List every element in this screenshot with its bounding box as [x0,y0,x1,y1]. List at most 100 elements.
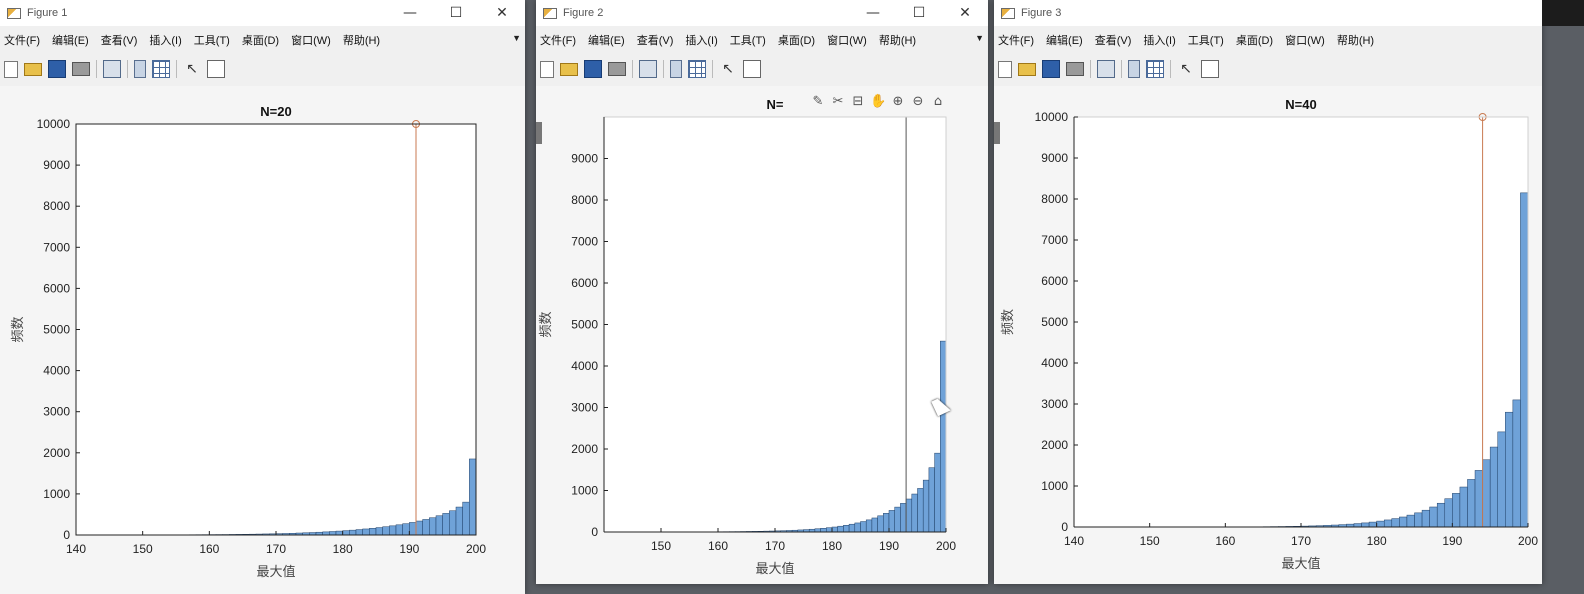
print-icon[interactable] [72,62,90,76]
save-icon[interactable] [1042,60,1060,78]
menu-edit[interactable]: 编辑(E) [588,35,625,47]
x-tick-label: 200 [936,539,956,553]
menu-file[interactable]: 文件(F) [4,35,41,47]
histogram-bar [1459,486,1468,528]
minimize-button[interactable]: — [866,5,880,21]
figure-canvas[interactable]: 0 1000 2000 3000 4000 5000 6000 7000 8000 9000 150… [536,86,988,584]
histogram-bar [905,498,913,533]
pane-icon[interactable] [134,60,146,78]
histogram-bar [382,526,390,536]
histogram-bar [409,522,417,536]
new-icon[interactable] [4,60,18,78]
grid-icon[interactable] [688,60,706,78]
pan-icon[interactable]: ✋ [870,94,887,109]
histogram-chart[interactable]: 0 1000 2000 3000 4000 5000 6000 7000 8000 9000 100… [0,86,525,594]
figure-window-2[interactable]: Figure 2 — ☐ ✕ 文件(F) 编辑(E) 查看(V) 插入(I) 工… [536,0,988,584]
pointer-icon[interactable]: ↖ [186,61,198,77]
y-tick-label: 6000 [1041,274,1068,288]
figure-icon[interactable] [1097,60,1115,78]
save-icon[interactable] [584,60,602,78]
pointer-icon[interactable]: ↖ [1180,61,1192,77]
x-tick-label: 140 [66,542,86,556]
new-icon[interactable] [540,60,554,78]
maximize-button[interactable]: ☐ [912,5,926,21]
histogram-chart[interactable]: 0 1000 2000 3000 4000 5000 6000 7000 8000 9000 100… [994,86,1542,584]
chart-title: N=20 [260,104,291,119]
histogram-bar [843,525,850,533]
home-icon[interactable]: ⌂ [933,94,943,109]
menu-help[interactable]: 帮助(H) [1336,35,1375,47]
menu-view[interactable]: 查看(V) [636,35,674,47]
grid-icon[interactable] [152,60,170,78]
figure-canvas[interactable]: 0 1000 2000 3000 4000 5000 6000 7000 8000 9000 100… [994,86,1542,584]
pane-icon[interactable] [670,60,682,78]
menu-edit[interactable]: 编辑(E) [52,35,89,47]
zoom-in-icon[interactable]: ⊕ [892,94,904,109]
inspector-icon[interactable] [743,60,761,78]
matlab-figure-icon [543,7,557,19]
open-icon[interactable] [560,62,578,76]
histogram-chart[interactable]: 0 1000 2000 3000 4000 5000 6000 7000 8000 9000 150… [536,86,988,584]
menu-file[interactable]: 文件(F) [540,35,577,47]
menu-edit[interactable]: 编辑(E) [1046,35,1083,47]
histogram-bar [820,528,827,533]
menu-overflow-icon[interactable]: ▼ [512,33,521,43]
inspector-icon[interactable] [207,60,225,78]
menu-overflow-icon[interactable]: ▼ [975,33,984,43]
figure-window-3[interactable]: Figure 3 文件(F) 编辑(E) 查看(V) 插入(I) 工具(T) 桌… [994,0,1542,584]
menu-desktop[interactable]: 桌面(D) [241,35,280,47]
x-tick-label: 190 [879,539,899,553]
print-icon[interactable] [608,62,626,76]
menu-insert[interactable]: 插入(I) [149,35,182,47]
histogram-bar [1436,502,1446,528]
close-button[interactable]: ✕ [496,5,508,21]
menu-desktop[interactable]: 桌面(D) [1235,35,1274,47]
figure-canvas[interactable]: 0 1000 2000 3000 4000 5000 6000 7000 8000 9000 100… [0,86,525,594]
menu-window[interactable]: 窗口(W) [827,35,867,47]
pointer-icon[interactable]: ↖ [722,61,734,77]
window-edge-handle[interactable] [536,122,542,144]
new-icon[interactable] [998,60,1012,78]
save-icon[interactable] [48,60,66,78]
histogram-bar [934,452,941,533]
menu-window[interactable]: 窗口(W) [1285,35,1325,47]
y-tick-label: 8000 [571,193,598,207]
inspector-icon[interactable] [1201,60,1219,78]
menu-help[interactable]: 帮助(H) [342,35,381,47]
menu-insert[interactable]: 插入(I) [685,35,718,47]
figure-window-1[interactable]: Figure 1 — ☐ ✕ 文件(F) 编辑(E) 查看(V) 插入(I) 工… [0,0,525,594]
menu-view[interactable]: 查看(V) [1094,35,1132,47]
histogram-bar [940,340,947,533]
zoom-out-icon[interactable]: ⊖ [912,94,924,109]
histogram-bar [922,479,930,533]
open-icon[interactable] [1018,62,1036,76]
print-icon[interactable] [1066,62,1084,76]
y-tick-label: 2000 [1041,438,1068,452]
menu-file[interactable]: 文件(F) [998,35,1035,47]
close-button[interactable]: ✕ [959,5,971,21]
menu-tools[interactable]: 工具(T) [729,35,766,47]
open-icon[interactable] [24,62,42,76]
window-edge-handle[interactable] [994,122,1000,144]
brush-icon[interactable]: ✎ [812,94,824,109]
x-tick-label: 200 [466,542,486,556]
menu-insert[interactable]: 插入(I) [1143,35,1176,47]
maximize-button[interactable]: ☐ [449,5,463,21]
title-bar[interactable]: Figure 1 — ☐ ✕ [0,0,525,26]
menu-tools[interactable]: 工具(T) [1187,35,1224,47]
title-bar[interactable]: Figure 2 — ☐ ✕ [536,0,988,26]
pane-icon[interactable] [1128,60,1140,78]
menu-window[interactable]: 窗口(W) [291,35,331,47]
data-tip-icon[interactable]: ✂ [832,94,844,109]
menu-desktop[interactable]: 桌面(D) [777,35,816,47]
menu-help[interactable]: 帮助(H) [878,35,917,47]
figure-icon[interactable] [639,60,657,78]
title-bar[interactable]: Figure 3 [994,0,1542,26]
restore-view-icon[interactable]: ⊟ [852,94,864,109]
figure-icon[interactable] [103,60,121,78]
grid-icon[interactable] [1146,60,1164,78]
minimize-button[interactable]: — [403,5,417,21]
x-tick-label: 190 [1442,534,1462,548]
menu-view[interactable]: 查看(V) [100,35,138,47]
menu-tools[interactable]: 工具(T) [193,35,230,47]
